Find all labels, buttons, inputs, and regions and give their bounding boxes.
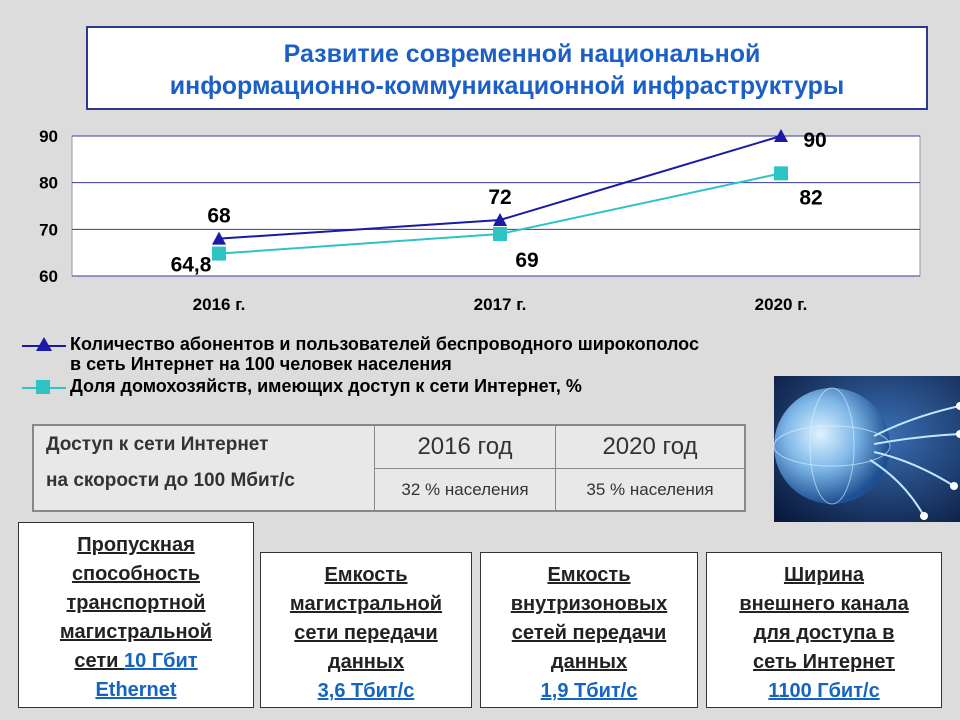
legend-label-1b: в сеть Интернет на 100 человек населения <box>70 354 452 374</box>
box-2-line-4: данных <box>327 651 405 673</box>
box-2-line-1: Емкость <box>324 564 408 586</box>
page-title-line2: информационно-коммуникационной инфрастру… <box>169 72 845 100</box>
x-tick-label: 2016 г. <box>193 295 246 314</box>
box-4-value: 1100 Гбит/с <box>768 680 880 702</box>
triangle-marker-icon <box>36 337 52 351</box>
x-tick-label: 2017 г. <box>474 295 527 314</box>
box-backbone-capacity: Емкость магистральной сети передачи данн… <box>260 552 472 708</box>
x-tick-label: 2020 г. <box>755 295 808 314</box>
y-tick-label: 80 <box>39 174 58 193</box>
box-transport-capacity: Пропускная способность транспортной маги… <box>18 522 254 708</box>
y-tick-label: 60 <box>39 267 58 286</box>
access-table-label-cell: Доступ к сети Интернет на скорости до 10… <box>34 426 375 510</box>
legend-label-2: Доля домохозяйств, имеющих доступ к сети… <box>70 376 582 396</box>
box-2-line-2: магистральной <box>289 593 443 615</box>
access-table-value-2020: 35 % населения <box>586 480 714 499</box>
series-1-point <box>493 213 507 226</box>
access-table-divider <box>555 426 556 510</box>
series-2-point <box>493 227 507 241</box>
access-table: Доступ к сети Интернет на скорости до 10… <box>32 424 746 512</box>
data-label: 82 <box>799 186 822 209</box>
series-2-point <box>212 246 226 261</box>
box-2-value: 3,6 Тбит/с <box>317 680 415 702</box>
data-label: 90 <box>803 129 826 152</box>
box-3-value: 1,9 Тбит/с <box>540 680 638 702</box>
page-title-line1: Развитие современной национальной <box>283 40 761 68</box>
series-1-point <box>774 129 788 142</box>
line-chart: 60 70 80 90 2016 г. 2017 г. 2020 г. 68 72 90 64,8 6… <box>39 127 921 314</box>
access-table-value-2016: 32 % населения <box>401 480 529 499</box>
box-1-value-a: 10 Гбит <box>124 650 198 672</box>
legend-series-1: Количество абонентов и пользователей бес… <box>22 334 952 376</box>
box-1-value-b: Ethernet <box>95 679 177 701</box>
y-tick-label: 90 <box>39 127 58 146</box>
box-4-line-2: внешнего канала <box>739 593 909 615</box>
box-2-line-3: сети передачи <box>294 622 438 644</box>
series-1-point <box>212 231 226 245</box>
box-3-line-4: данных <box>550 651 628 673</box>
title-box: Развитие современной национальной информ… <box>86 26 928 110</box>
box-external-channel: Ширина внешнего канала для доступа в сет… <box>706 552 942 708</box>
box-4-line-4: сеть Интернет <box>753 651 895 673</box>
access-table-label-1: Доступ к сети Интернет <box>46 434 269 455</box>
box-1-line-1: Пропускная <box>77 534 195 556</box>
box-1-line-5: сети <box>74 650 125 672</box>
box-4-line-1: Ширина <box>783 564 865 586</box>
box-3-line-1: Емкость <box>547 564 631 586</box>
data-label: 68 <box>207 205 231 228</box>
y-tick-label: 70 <box>39 220 58 239</box>
access-table-header-2016: 2016 год <box>375 426 555 469</box>
box-1-line-2: способность <box>71 563 201 585</box>
box-1-line-3: транспортной <box>66 592 206 614</box>
box-3-line-3: сетей передачи <box>511 622 667 644</box>
data-label: 69 <box>515 249 538 272</box>
box-1-line-4: магистральной <box>59 621 213 643</box>
data-label: 72 <box>488 186 511 209</box>
box-3-line-2: внутризоновых <box>510 593 668 615</box>
legend-series-2: Доля домохозяйств, имеющих доступ к сети… <box>22 376 782 398</box>
series-2-point <box>774 166 788 181</box>
box-intrazone-capacity: Емкость внутризоновых сетей передачи дан… <box>480 552 698 708</box>
square-marker-icon <box>36 380 50 394</box>
legend-label-1a: Количество абонентов и пользователей бес… <box>70 334 699 354</box>
globe-fiber-image <box>774 376 960 522</box>
box-4-line-3: для доступа в <box>753 622 895 644</box>
data-label: 64,8 <box>171 254 212 277</box>
access-table-header-2020: 2020 год <box>556 426 744 469</box>
access-table-label-2: на скорости до 100 Мбит/с <box>46 470 295 491</box>
